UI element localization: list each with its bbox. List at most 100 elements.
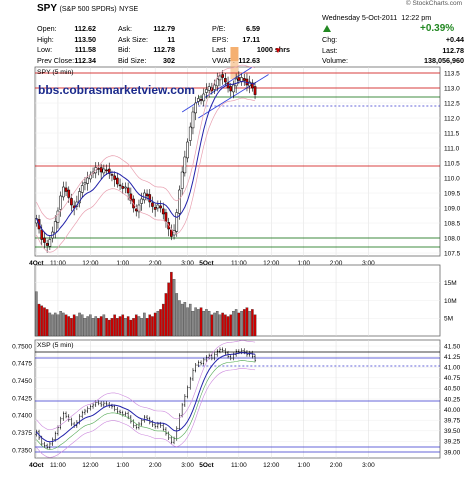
- xsp-x-tick: 1:00: [297, 462, 310, 469]
- candle: [191, 111, 195, 129]
- quote-label: Prev Close:: [37, 55, 75, 65]
- candle: [213, 84, 216, 90]
- summary-label: Chg:: [322, 35, 338, 44]
- price-y-tick: 107.5: [444, 250, 461, 257]
- price-x-tick: 1:00: [116, 260, 129, 267]
- volume-bar: [45, 309, 49, 337]
- volume-bar: [107, 319, 111, 337]
- xsp-right-tick: 39.00: [444, 449, 461, 456]
- volume-bar: [67, 316, 71, 337]
- volume-bar: [97, 318, 100, 337]
- xsp-x-tick: 3:00: [362, 462, 375, 469]
- candle: [164, 212, 168, 222]
- xsp-right-tick: 40.75: [444, 375, 461, 382]
- price-x-tick: 11:00: [50, 260, 66, 267]
- volume-bar: [186, 307, 189, 337]
- candle: [194, 102, 197, 114]
- volume-bar: [64, 314, 68, 337]
- candle: [43, 237, 46, 243]
- volume-y-tick: 5M: [444, 316, 453, 323]
- xsp-right-tick: 41.00: [444, 365, 461, 372]
- quote-label: Low:: [37, 45, 53, 54]
- candle: [102, 168, 106, 174]
- volume-bar: [151, 316, 154, 337]
- volume-bar: [218, 314, 222, 337]
- change-pct: +0.39%: [420, 23, 455, 34]
- volume-bar: [156, 310, 160, 337]
- summary-value: +0.44: [445, 35, 464, 44]
- volume-bar: [210, 314, 214, 337]
- volume-bar: [70, 318, 73, 337]
- price-y-tick: 112.0: [444, 115, 460, 122]
- xsp-right-tick: 39.75: [444, 418, 461, 425]
- volume-bar: [35, 291, 38, 337]
- price-x-tick: 3:00: [181, 260, 194, 267]
- lower-band-line: [36, 97, 256, 253]
- volume-bar: [164, 293, 168, 337]
- xsp-panel-title: XSP (5 min): [37, 342, 74, 349]
- volume-bar: [75, 316, 79, 337]
- candle: [78, 191, 81, 204]
- time: 12:22 pm: [401, 13, 432, 22]
- xsp-ma-line: [35, 352, 256, 443]
- xsp-x-tick: 2:00: [330, 462, 343, 469]
- candle: [107, 168, 111, 174]
- volume-bar: [134, 314, 138, 337]
- candle: [242, 78, 246, 81]
- candle: [99, 167, 103, 173]
- candle: [197, 98, 200, 102]
- price-y-tick: 112.5: [444, 100, 460, 107]
- candle: [62, 186, 65, 198]
- candle: [207, 86, 211, 91]
- candle: [105, 169, 108, 172]
- candle: [59, 195, 62, 210]
- volume-bar: [113, 314, 116, 337]
- candle: [237, 77, 241, 81]
- price-x-tick: 5Oct: [199, 260, 214, 267]
- volume-bar: [129, 319, 133, 337]
- volume-bar: [140, 318, 143, 337]
- price-y-tick: 110.0: [444, 175, 460, 182]
- volume-bar: [121, 314, 125, 337]
- xsp-right-tick: 40.00: [444, 407, 461, 414]
- candle: [183, 156, 187, 174]
- xsp-upper-band: [36, 340, 256, 430]
- xsp-left-tick: 0.7475: [12, 361, 32, 368]
- xsp-x-tick: 12:00: [82, 462, 99, 469]
- volume-y-tick: 10M: [444, 298, 457, 305]
- volume-bar: [221, 312, 224, 337]
- volume-bar: [167, 282, 170, 337]
- quote-value: 112.34: [74, 55, 96, 65]
- xsp-right-tick: 40.25: [444, 396, 461, 403]
- candle: [156, 204, 160, 209]
- quote-label: Bid:: [118, 45, 131, 54]
- quote-label: P/E:: [212, 24, 226, 33]
- xsp-left-tick: 0.7375: [12, 430, 32, 437]
- arrow-down-icon: ▼: [274, 46, 282, 55]
- candle: [232, 84, 235, 93]
- quote-label: Ask Size:: [118, 34, 148, 44]
- xsp-green-line: [36, 360, 256, 450]
- candle: [86, 177, 89, 184]
- volume-bar: [199, 307, 203, 337]
- summary-value: 138,056,960: [424, 56, 464, 65]
- quote-value: 112.78: [153, 45, 175, 54]
- price-y-tick: 108.5: [444, 220, 461, 227]
- volume-bar: [78, 312, 81, 337]
- candle: [153, 207, 157, 210]
- volume-bar: [232, 310, 235, 337]
- volume-bar: [161, 303, 165, 337]
- quote-label: EPS:: [212, 34, 229, 44]
- xsp-left-tick: 0.7425: [12, 395, 32, 402]
- candle: [137, 204, 141, 213]
- quote-label: Ask:: [118, 24, 132, 33]
- quote-value: 17.11: [242, 34, 260, 44]
- volume-bar: [215, 310, 219, 337]
- volume-y-tick: 15M: [444, 280, 457, 287]
- volume-bar: [126, 316, 130, 337]
- xsp-right-tick: 39.50: [444, 428, 461, 435]
- volume-bar: [99, 316, 103, 337]
- volume-bar: [86, 316, 89, 337]
- price-x-tick: 4Oct: [29, 260, 44, 267]
- price-x-tick: 12:00: [263, 260, 280, 267]
